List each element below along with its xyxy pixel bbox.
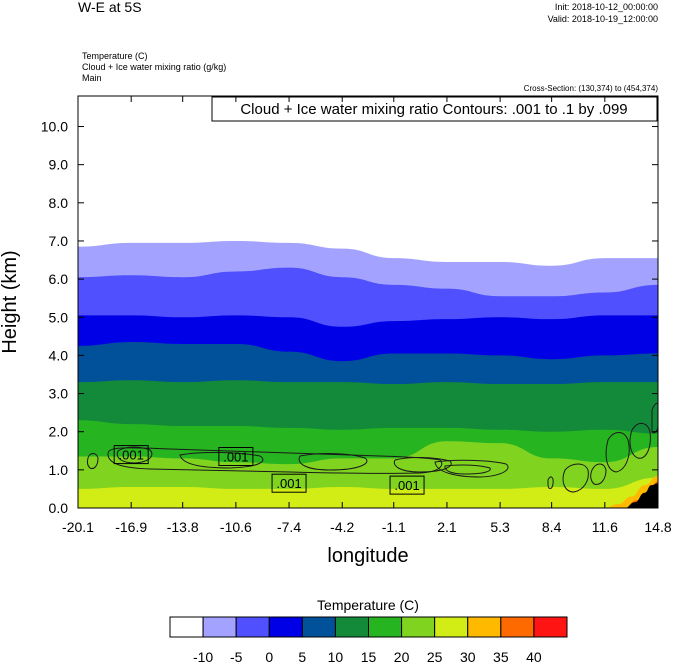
- plot-frame: [77, 95, 659, 509]
- y-tick-label: 3.0: [49, 386, 69, 402]
- cross-section-label: Cross-Section: (130,374) to (454,374): [524, 84, 659, 93]
- contour-label-box: [218, 447, 254, 466]
- init-time: Init: 2018-10-12_00:00:00: [555, 2, 658, 12]
- contour-label: .001: [223, 450, 248, 465]
- colorbar-swatch: [467, 616, 502, 638]
- x-tick-label: -1.1: [382, 519, 406, 535]
- plot-title: W-E at 5S: [78, 0, 142, 15]
- x-tick-label: -4.2: [330, 519, 354, 535]
- contour-label-box: [271, 473, 307, 493]
- colorbar-label: -10: [193, 649, 213, 665]
- colorbar-label: 15: [361, 649, 377, 665]
- y-tick-label: 5.0: [49, 309, 69, 325]
- contour-small: [179, 451, 264, 469]
- contour-east: [651, 403, 658, 434]
- x-axis-label: longitude: [327, 545, 408, 567]
- colorbar-label: 25: [427, 649, 443, 665]
- colorbar-swatch: [268, 616, 303, 638]
- colorbar-label: 5: [298, 649, 306, 665]
- colorbar-label: -5: [230, 649, 243, 665]
- temperature-band-25: [78, 477, 658, 508]
- contour-label-box: [113, 445, 149, 465]
- field-label-main: Main: [82, 73, 102, 83]
- contour-east: [590, 463, 607, 485]
- x-tick-label: 2.1: [437, 519, 457, 535]
- field-label-temperature: Temperature (C): [82, 51, 148, 61]
- colorbar-swatch: [500, 616, 535, 638]
- contour-east: [547, 476, 554, 489]
- colorbar-swatch: [401, 616, 436, 638]
- terrain: [624, 483, 658, 508]
- colorbar-label: 30: [460, 649, 476, 665]
- colorbar-swatch: [533, 616, 568, 638]
- x-tick-label: -10.6: [220, 519, 252, 535]
- valid-time: Valid: 2018-10-19_12:00:00: [548, 14, 658, 24]
- colorbar-label: 10: [328, 649, 344, 665]
- colorbar-label: 0: [265, 649, 273, 665]
- contour-east: [629, 423, 651, 459]
- x-tick-label: -20.1: [62, 519, 94, 535]
- contour-edge: [86, 453, 99, 469]
- contour-east: [562, 463, 589, 493]
- colorbar-swatch: [368, 616, 403, 638]
- contour-label-box: [389, 475, 425, 495]
- colorbar-swatch: [434, 616, 469, 638]
- y-tick-label: 6.0: [49, 271, 69, 287]
- x-tick-label: 14.8: [644, 519, 671, 535]
- y-tick-label: 0.0: [49, 500, 69, 516]
- contour-label: .001: [394, 478, 419, 493]
- x-tick-label: -13.8: [167, 519, 199, 535]
- y-tick-label: 1.0: [49, 462, 69, 478]
- x-tick-label: 11.6: [592, 519, 618, 535]
- y-tick-label: 8.0: [49, 195, 69, 211]
- contour-label: .001: [276, 476, 301, 491]
- contour-right: [434, 459, 509, 478]
- y-tick-label: 9.0: [49, 157, 69, 173]
- field-label-cloud: Cloud + Ice water mixing ratio (g/kg): [82, 62, 226, 72]
- y-tick-label: 7.0: [49, 233, 69, 249]
- contour-inner: [444, 464, 491, 475]
- colorbar-label: 20: [394, 649, 410, 665]
- contour-label-group: .001 .001 .001 .001: [113, 445, 425, 495]
- contour-info-box: [211, 96, 658, 122]
- colorbar-swatch: [301, 616, 336, 638]
- axes: -20.1 -16.9 -13.8 -10.6 -7.4 -4.2 -1.1 2.1 5.3 8.…: [41, 96, 672, 535]
- contour-info-text: Cloud + Ice water mixing ratio Contours:…: [240, 101, 627, 118]
- contour-east: [605, 432, 630, 473]
- colorbar-swatch: [202, 616, 237, 638]
- y-tick-label: 2.0: [49, 424, 69, 440]
- cloud-contours: [86, 403, 658, 493]
- colorbar-swatch: [235, 616, 270, 638]
- colorbar-swatch: [334, 616, 369, 638]
- colorbar-label: 35: [493, 649, 509, 665]
- y-tick-label: 4.0: [49, 347, 69, 363]
- x-tick-label: 8.4: [542, 519, 562, 535]
- contour-small: [393, 457, 452, 473]
- contour-main: [107, 447, 443, 474]
- temperature-fill-layers: [78, 240, 658, 508]
- colorbar-title: Temperature (C): [317, 597, 419, 613]
- y-tick-label: 10.0: [41, 119, 68, 135]
- x-tick-label: 5.3: [490, 519, 510, 535]
- contour-small: [298, 453, 368, 471]
- contour-label: .001: [119, 448, 144, 463]
- y-axis-label: Height (km): [0, 250, 21, 353]
- x-tick-label: -16.9: [115, 519, 147, 535]
- colorbar-label: 40: [526, 649, 542, 665]
- colorbar: -10 -5 0 5 10 15 20 25 30 35 40: [169, 616, 568, 665]
- x-tick-label: -7.4: [277, 519, 301, 535]
- contour-small: [116, 446, 153, 464]
- colorbar-swatch: [169, 616, 204, 638]
